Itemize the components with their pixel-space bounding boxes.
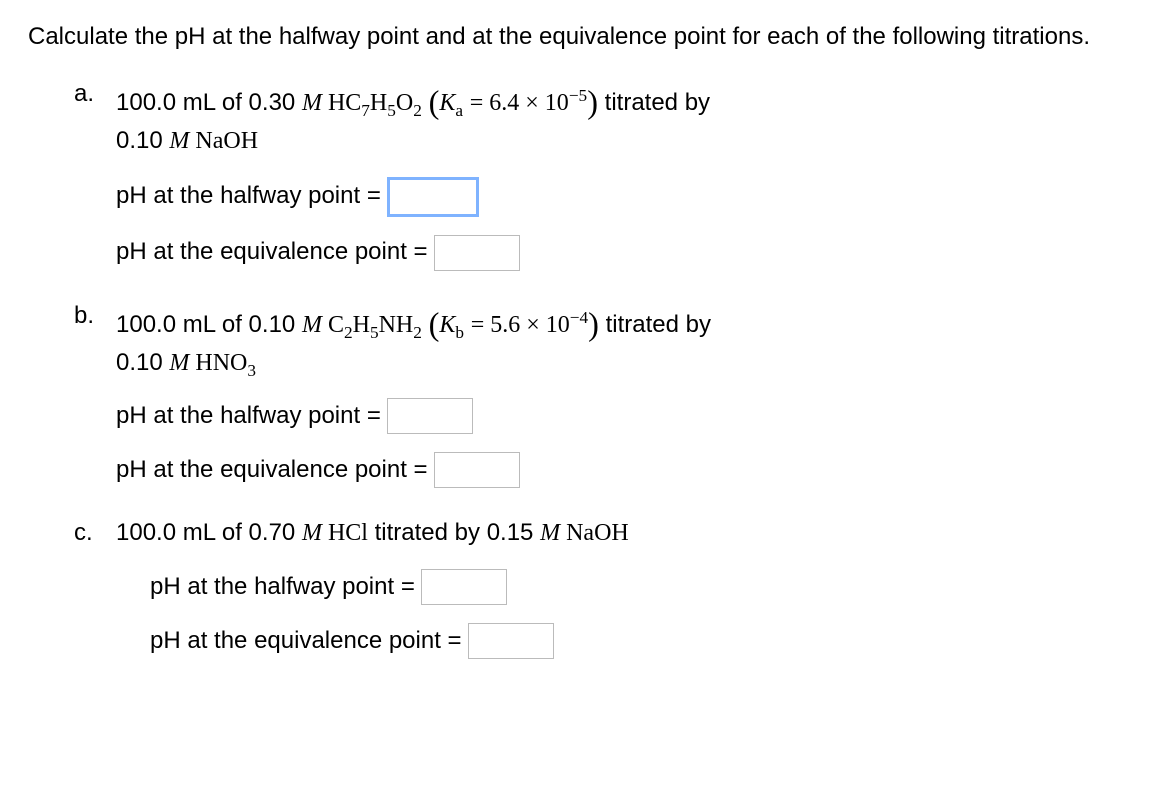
part-a-halfway-input[interactable] [387, 177, 479, 217]
part-a-conc2: 0.10 [116, 127, 163, 154]
part-a-halfway-row: pH at the halfway point = [116, 177, 1144, 217]
part-c-stem: 100.0 mL of 0.70 M HCl titrated by 0.15 … [116, 516, 1144, 551]
part-c: 100.0 mL of 0.70 M HCl titrated by 0.15 … [116, 516, 1144, 659]
ka-value: 6.4 × 10−5 [489, 90, 587, 116]
equiv-label: pH at the equivalence point = [116, 235, 428, 270]
kb-label: Kb [439, 312, 464, 338]
parts-list: 100.0 mL of 0.30 M HC7H5O2 (Ka = 6.4 × 1… [28, 77, 1144, 659]
part-c-formula1: HCl [328, 520, 368, 546]
part-a-stem: 100.0 mL of 0.30 M HC7H5O2 (Ka = 6.4 × 1… [116, 77, 1144, 159]
molarity-symbol-b: M [302, 312, 328, 338]
titrated-by-text: titrated by [605, 89, 710, 116]
part-c-equiv-input[interactable] [468, 623, 554, 659]
equiv-label-b: pH at the equivalence point = [116, 453, 428, 488]
part-b-equiv-row: pH at the equivalence point = [116, 452, 1144, 488]
part-c-conc1: 0.70 [249, 519, 296, 546]
part-c-volume: 100.0 mL [116, 519, 215, 546]
part-c-equiv-row: pH at the equivalence point = [150, 623, 1144, 659]
of-text-c: of [222, 519, 249, 546]
kb-value: 5.6 × 10−4 [490, 312, 588, 338]
part-a-equiv-row: pH at the equivalence point = [116, 235, 1144, 271]
part-b-stem: 100.0 mL of 0.10 M C2H5NH2 (Kb = 5.6 × 1… [116, 299, 1144, 381]
part-b-conc1: 0.10 [249, 311, 296, 338]
part-b-conc2: 0.10 [116, 349, 163, 376]
part-a-volume: 100.0 mL [116, 89, 215, 116]
question-intro: Calculate the pH at the halfway point an… [28, 20, 1144, 55]
of-text: of [222, 89, 249, 116]
part-b-halfway-row: pH at the halfway point = [116, 398, 1144, 434]
molarity-symbol: M [302, 90, 328, 116]
titrated-by-text-b: titrated by [606, 311, 711, 338]
part-b-equiv-input[interactable] [434, 452, 520, 488]
open-paren: ( [429, 85, 440, 121]
part-b-formula2: HNO3 [195, 350, 256, 376]
part-b: 100.0 mL of 0.10 M C2H5NH2 (Kb = 5.6 × 1… [116, 299, 1144, 489]
part-c-halfway-input[interactable] [421, 569, 507, 605]
halfway-label-b: pH at the halfway point = [116, 399, 381, 434]
equiv-label-c: pH at the equivalence point = [150, 624, 462, 659]
part-a-conc1: 0.30 [249, 89, 296, 116]
part-c-conc2: 0.15 [487, 519, 534, 546]
ka-label: Ka [439, 90, 463, 116]
part-c-halfway-row: pH at the halfway point = [150, 569, 1144, 605]
halfway-label-c: pH at the halfway point = [150, 570, 415, 605]
part-c-formula2: NaOH [566, 520, 629, 546]
part-a-equiv-input[interactable] [434, 235, 520, 271]
of-text-b: of [222, 311, 249, 338]
close-paren-b: ) [588, 307, 599, 343]
equals: = [470, 90, 490, 116]
titrated-by-text-c: titrated by [375, 519, 480, 546]
part-a: 100.0 mL of 0.30 M HC7H5O2 (Ka = 6.4 × 1… [116, 77, 1144, 271]
part-b-halfway-input[interactable] [387, 398, 473, 434]
molarity-symbol-b2: M [169, 350, 195, 376]
halfway-label: pH at the halfway point = [116, 179, 381, 214]
part-a-formula1: HC7H5O2 [328, 90, 422, 116]
molarity-symbol-c2: M [540, 520, 566, 546]
equals-b: = [471, 312, 491, 338]
part-b-formula1: C2H5NH2 [328, 312, 422, 338]
open-paren-b: ( [429, 307, 440, 343]
molarity-symbol-c: M [302, 520, 328, 546]
part-a-formula2: NaOH [195, 128, 258, 154]
molarity-symbol-2: M [169, 128, 195, 154]
close-paren: ) [587, 85, 598, 121]
part-b-volume: 100.0 mL [116, 311, 215, 338]
